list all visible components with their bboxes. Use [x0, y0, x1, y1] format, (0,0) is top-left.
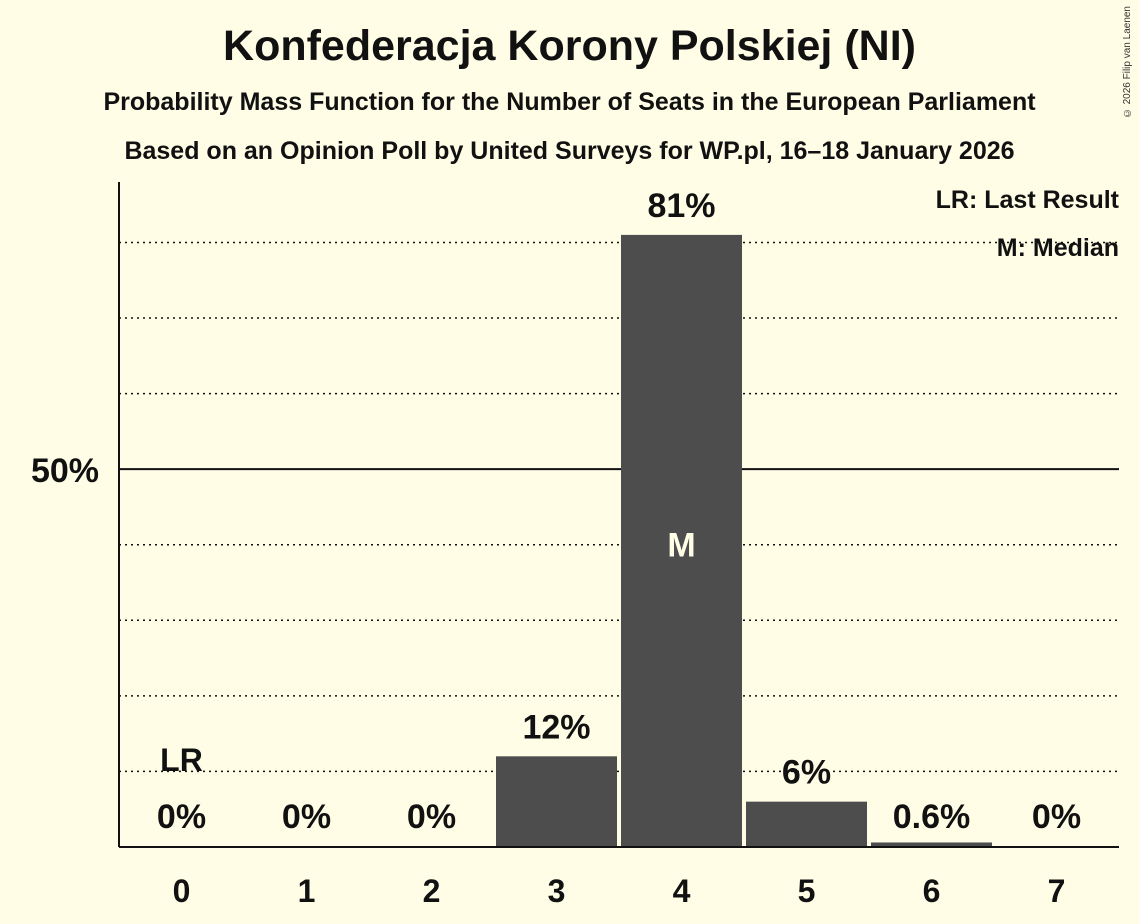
gridlines	[119, 241, 1119, 773]
legend-median: M: Median	[996, 234, 1119, 262]
data-label-2: 0%	[407, 798, 456, 836]
x-tick-label-4: 4	[673, 873, 691, 909]
x-tick-label-6: 6	[923, 873, 941, 909]
last-result-marker: LR	[160, 742, 203, 778]
axes: 50% 0 1 2 3 4 5 6 7	[31, 182, 1119, 909]
data-label-0: 0%	[157, 798, 206, 836]
data-label-5: 6%	[782, 754, 831, 792]
bars	[496, 234, 992, 848]
x-tick-label-0: 0	[173, 873, 191, 909]
data-label-4: 81%	[647, 187, 715, 225]
x-tick-label-2: 2	[423, 873, 441, 909]
bar-6	[871, 842, 992, 847]
x-tick-label-3: 3	[548, 873, 566, 909]
median-marker: M	[667, 527, 695, 565]
bar-3	[496, 756, 617, 847]
x-tick-label-7: 7	[1048, 873, 1066, 909]
data-label-3: 12%	[522, 708, 590, 746]
x-tick-label-1: 1	[298, 873, 316, 909]
legend-last-result: LR: Last Result	[935, 186, 1119, 214]
chart-source: Based on an Opinion Poll by United Surve…	[124, 137, 1015, 165]
data-label-6: 0.6%	[893, 798, 971, 836]
data-label-1: 0%	[282, 798, 331, 836]
chart-subtitle: Probability Mass Function for the Number…	[103, 88, 1036, 116]
data-label-7: 0%	[1032, 798, 1081, 836]
data-labels: 0% LR 0% 0% 12% 81% M 6% 0.6% 0%	[157, 187, 1081, 836]
bar-4	[621, 234, 742, 848]
x-tick-label-5: 5	[798, 873, 816, 909]
bar-5	[746, 801, 867, 847]
y-tick-label: 50%	[31, 452, 99, 490]
chart-title: Konfederacja Korony Polskiej (NI)	[223, 22, 916, 70]
